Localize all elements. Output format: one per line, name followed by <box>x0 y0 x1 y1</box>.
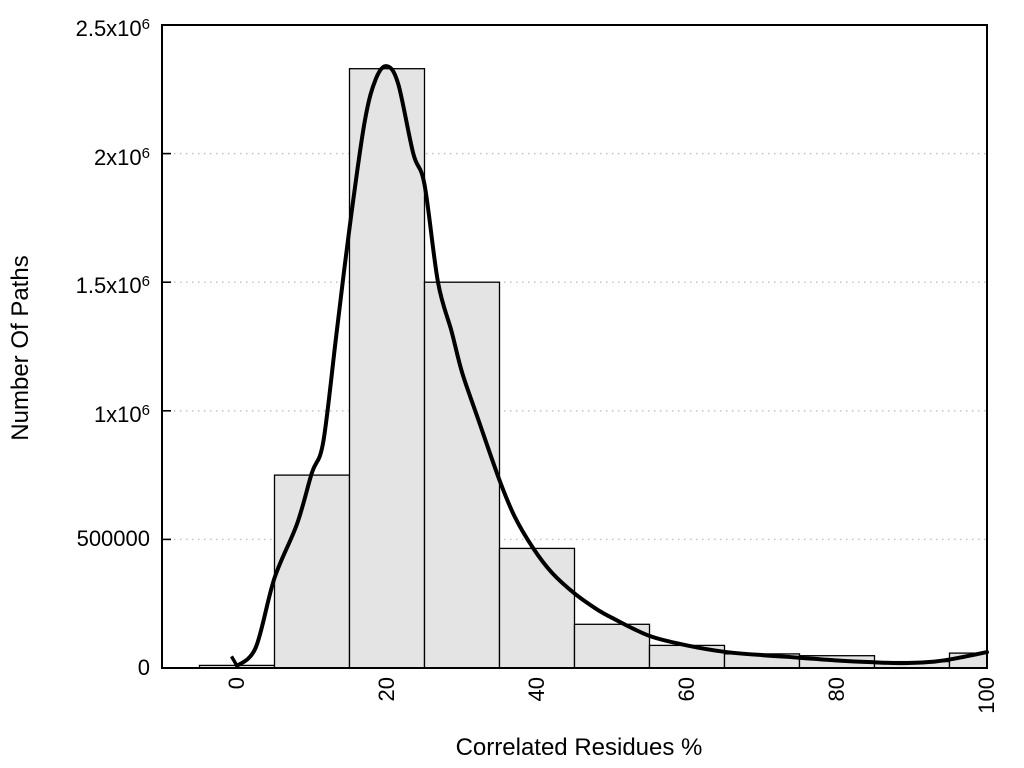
x-tick-label: 40 <box>524 677 549 702</box>
density-curve <box>235 64 989 668</box>
x-tick-label: 100 <box>974 677 999 714</box>
y-tick-label: 1.5x106 <box>75 273 150 299</box>
x-axis-title: Correlated Residues % <box>455 734 703 761</box>
x-tick-label: 0 <box>224 677 249 690</box>
y-tick-label: 1x106 <box>93 401 150 427</box>
y-tick-label: 0 <box>137 655 150 680</box>
y-tick-label: 2x106 <box>93 144 150 170</box>
histogram-bar <box>273 474 351 669</box>
histogram-bar <box>498 547 576 669</box>
y-tick-label: 500000 <box>76 526 150 552</box>
x-tick-label: 60 <box>674 677 699 702</box>
histogram-bar <box>423 281 501 669</box>
y-axis-title: Number Of Paths <box>7 255 34 441</box>
x-tick-label: 80 <box>824 677 849 702</box>
y-tick-label: 2.5x106 <box>75 16 150 41</box>
plot-border <box>161 24 988 669</box>
x-tick-label: 20 <box>374 677 399 702</box>
